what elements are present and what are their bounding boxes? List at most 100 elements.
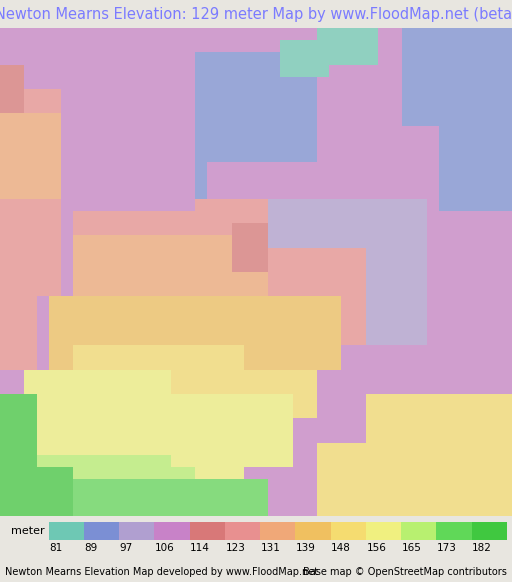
Bar [134, 321, 146, 333]
Bar [207, 199, 220, 211]
Bar [110, 296, 122, 308]
Bar [49, 235, 61, 247]
Bar [61, 77, 73, 89]
Bar [207, 28, 220, 40]
Bar [268, 126, 281, 138]
Bar [0, 235, 12, 247]
Bar [329, 77, 342, 89]
Bar [451, 40, 463, 52]
Bar [353, 431, 366, 443]
Bar [73, 150, 86, 162]
Bar [207, 418, 220, 431]
Bar [73, 101, 86, 113]
Bar [342, 101, 353, 113]
Bar [231, 370, 244, 382]
Bar [463, 296, 476, 308]
Bar [12, 199, 25, 211]
Bar [305, 52, 317, 65]
Bar [146, 211, 159, 223]
Bar [378, 480, 390, 492]
Bar [463, 492, 476, 504]
Bar [134, 162, 146, 175]
Bar [366, 101, 378, 113]
Bar [256, 357, 268, 370]
Bar [281, 211, 292, 223]
Bar [73, 89, 86, 101]
Bar [256, 406, 268, 418]
Text: Newton Mearns Elevation: 129 meter Map by www.FloodMap.net (beta): Newton Mearns Elevation: 129 meter Map b… [0, 6, 512, 22]
Bar [487, 480, 500, 492]
Bar [342, 223, 353, 235]
Bar [402, 235, 415, 247]
Bar [122, 321, 134, 333]
Bar [207, 126, 220, 138]
Bar [305, 333, 317, 345]
Bar [256, 52, 268, 65]
Bar [451, 296, 463, 308]
Text: Newton Mearns Elevation Map developed by www.FloodMap.net: Newton Mearns Elevation Map developed by… [5, 567, 318, 577]
Bar [451, 321, 463, 333]
Bar [220, 223, 231, 235]
Bar [426, 333, 439, 345]
Bar [110, 272, 122, 284]
Text: 123: 123 [225, 542, 245, 553]
Bar [73, 272, 86, 284]
Bar [256, 162, 268, 175]
Bar [36, 272, 49, 284]
Bar [244, 284, 256, 296]
Bar [390, 211, 402, 223]
Bar [86, 138, 97, 150]
Bar [0, 89, 12, 101]
Bar [415, 321, 426, 333]
Bar [317, 187, 329, 199]
Bar [86, 126, 97, 138]
Bar [159, 272, 170, 284]
Bar [207, 175, 220, 187]
Bar [415, 162, 426, 175]
Bar [463, 101, 476, 113]
Bar [122, 357, 134, 370]
Bar [73, 296, 86, 308]
Bar [281, 40, 292, 52]
Bar [12, 284, 25, 296]
Bar [73, 418, 86, 431]
Bar [402, 504, 415, 516]
Bar [463, 480, 476, 492]
Bar [451, 406, 463, 418]
Bar [86, 223, 97, 235]
Bar [183, 175, 195, 187]
Bar [378, 138, 390, 150]
Bar [292, 150, 305, 162]
Bar [353, 28, 366, 40]
Bar [61, 406, 73, 418]
Bar [476, 89, 487, 101]
Bar [487, 89, 500, 101]
Bar [342, 187, 353, 199]
Bar [353, 187, 366, 199]
Bar [426, 455, 439, 467]
Bar [36, 443, 49, 455]
Bar [487, 418, 500, 431]
Bar [476, 150, 487, 162]
Bar [415, 28, 426, 40]
Bar [439, 431, 451, 443]
Bar [305, 126, 317, 138]
Bar [231, 345, 244, 357]
Bar [487, 504, 500, 516]
Bar [342, 113, 353, 126]
Bar [305, 296, 317, 308]
Bar [231, 260, 244, 272]
Bar [463, 418, 476, 431]
Bar [110, 431, 122, 443]
Bar [487, 187, 500, 199]
Bar [463, 357, 476, 370]
Bar [207, 235, 220, 247]
Bar [207, 65, 220, 77]
Bar [97, 28, 110, 40]
Bar [366, 223, 378, 235]
Bar [378, 455, 390, 467]
Bar [426, 260, 439, 272]
Bar [426, 162, 439, 175]
Bar [476, 492, 487, 504]
Bar [73, 333, 86, 345]
